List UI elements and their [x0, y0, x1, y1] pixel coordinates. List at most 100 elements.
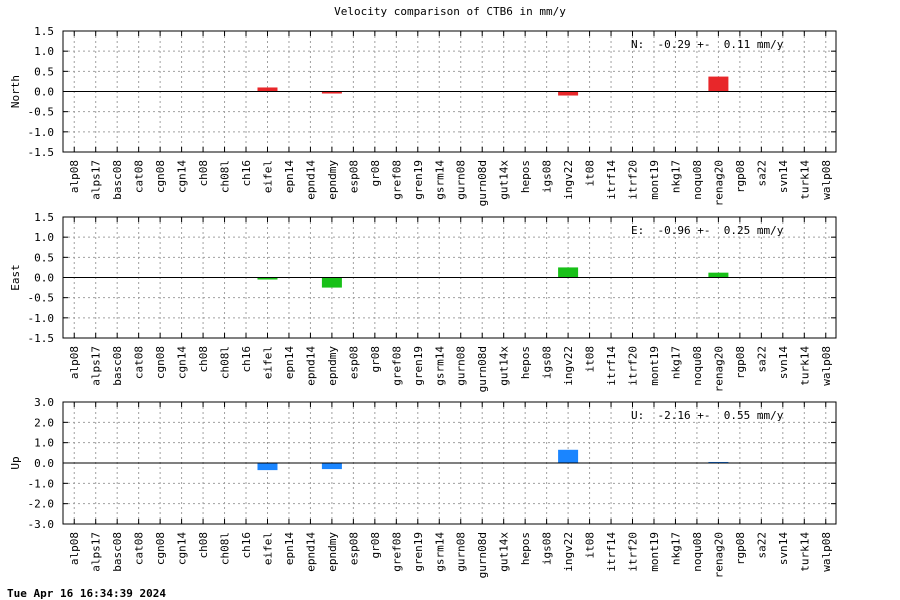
panel-up: 3.0 2.0 1.0 0.0 -1.0 -2.0 -3.0 alp08 alps17 basc0… [9, 396, 837, 578]
x-tick-label: sa22 [755, 346, 768, 373]
y-tick-label: -2.0 [28, 498, 55, 511]
x-tick-label: turk14 [798, 532, 811, 572]
x-tick-label: cat08 [133, 346, 146, 379]
x-tick-label: epn14 [283, 160, 296, 193]
x-tick-label: rgp08 [734, 346, 747, 379]
x-tick-label: noqu08 [691, 160, 704, 200]
y-tick-label: 0.0 [34, 86, 54, 99]
x-tick-label: svn14 [777, 532, 790, 565]
x-tick-label: gurn08 [455, 346, 468, 386]
y-tick-label: 0.5 [34, 65, 54, 78]
x-tick-label: igs08 [541, 532, 554, 565]
x-tick-label: renag20 [712, 160, 725, 206]
panel-north: 1.5 1.0 0.5 0.0 -0.5 -1.0 -1.5 alp08 alps17 basc0… [9, 25, 837, 206]
x-tick-label: epndmy [326, 160, 339, 200]
x-tick-label: walp08 [820, 160, 833, 200]
y-axis-label: North [9, 75, 22, 108]
velocity-annotation: E: -0.96 +- 0.25 mm/y [631, 224, 784, 237]
y-tick-label: 1.0 [34, 437, 54, 450]
x-tick-label: itrf14 [605, 160, 618, 200]
x-tick-label: itrf14 [605, 346, 618, 386]
x-tick-label: gut14x [498, 346, 511, 386]
velocity-annotation: U: -2.16 +- 0.55 mm/y [631, 409, 784, 422]
x-tick-label: itrf20 [627, 532, 640, 572]
y-tick-label: -1.5 [28, 146, 55, 159]
x-tick-label: ingv22 [562, 160, 575, 200]
x-tick-label: gut14x [498, 160, 511, 200]
x-tick-label: basc08 [111, 160, 124, 200]
x-tick-label: ingv22 [562, 532, 575, 572]
plot-frame [62, 401, 837, 525]
x-tick-label: cgn08 [154, 346, 167, 379]
x-tick-label: itrf14 [605, 532, 618, 572]
x-tick-label: cat08 [133, 160, 146, 193]
x-tick-label: epndmy [326, 346, 339, 386]
x-tick-label: rgp08 [734, 532, 747, 565]
plot-frame [62, 30, 837, 153]
x-tick-label: gsrm14 [433, 346, 446, 386]
x-tick-label: turk14 [798, 160, 811, 200]
x-tick-label: walp08 [820, 346, 833, 386]
x-tick-label: gref08 [390, 160, 403, 200]
y-tick-label: 0.5 [34, 251, 54, 264]
x-tick-label: gsrm14 [433, 532, 446, 572]
x-tick-label: alps17 [90, 160, 103, 200]
y-tick-label: 0.0 [34, 272, 54, 285]
x-tick-label: svn14 [777, 346, 790, 379]
y-tick-label: -1.0 [28, 477, 55, 490]
plot-frame [62, 216, 837, 339]
y-axis-label: Up [9, 456, 22, 469]
x-tick-label: ch08l [219, 532, 232, 565]
x-tick-label: gr08 [369, 532, 382, 559]
x-tick-label: itrf20 [627, 346, 640, 386]
x-tick-label: gurn08d [476, 160, 489, 206]
x-tick-label: rgp08 [734, 160, 747, 193]
x-tick-label: noqu08 [691, 346, 704, 386]
x-tick-label: gut14x [498, 532, 511, 572]
x-tick-label: gren19 [412, 346, 425, 386]
x-tick-label: nkg17 [669, 160, 682, 193]
x-tick-label: epndmy [326, 532, 339, 572]
x-tick-label: epnd14 [304, 532, 317, 572]
x-tick-label: gr08 [369, 160, 382, 187]
x-tick-label: nkg17 [669, 346, 682, 379]
x-tick-label: itrf20 [627, 160, 640, 200]
x-tick-label: alp08 [68, 346, 81, 379]
x-tick-label: gref08 [390, 532, 403, 572]
x-tick-label: epnd14 [304, 346, 317, 386]
x-tick-label: eifel [261, 160, 274, 193]
velocity-annotation: N: -0.29 +- 0.11 mm/y [631, 38, 784, 51]
x-tick-label: ch08l [219, 160, 232, 193]
x-tick-label: gurn08 [455, 160, 468, 200]
y-tick-label: 3.0 [34, 396, 54, 409]
x-tick-label: mont19 [648, 532, 661, 572]
x-tick-label: hepos [519, 346, 532, 379]
y-tick-label: -1.5 [28, 332, 55, 345]
y-tick-label: -0.5 [28, 292, 55, 305]
x-tick-label: alps17 [90, 346, 103, 386]
y-tick-label: -1.0 [28, 312, 55, 325]
bar-epndmy [321, 277, 342, 288]
timestamp: Tue Apr 16 16:34:39 2024 [7, 587, 166, 600]
x-tick-label: epnd14 [304, 160, 317, 200]
x-tick-label: ch08 [197, 346, 210, 373]
x-tick-label: igs08 [541, 346, 554, 379]
bar-ingv22 [558, 449, 579, 463]
x-tick-label: hepos [519, 532, 532, 565]
x-tick-label: cgn14 [176, 532, 189, 565]
x-tick-label: eifel [261, 346, 274, 379]
x-tick-label: alp08 [68, 532, 81, 565]
x-tick-label: renag20 [712, 532, 725, 578]
y-tick-label: -0.5 [28, 106, 55, 119]
bar-renag20 [708, 461, 729, 463]
x-tick-label: esp08 [347, 532, 360, 565]
bar-renag20 [708, 272, 729, 278]
x-tick-label: ch16 [240, 160, 253, 187]
x-tick-label: noqu08 [691, 532, 704, 572]
x-tick-label: cat08 [133, 532, 146, 565]
y-tick-label: -3.0 [28, 518, 55, 531]
x-tick-label: it08 [584, 346, 597, 373]
x-tick-label: ingv22 [562, 346, 575, 386]
x-tick-label: basc08 [111, 346, 124, 386]
